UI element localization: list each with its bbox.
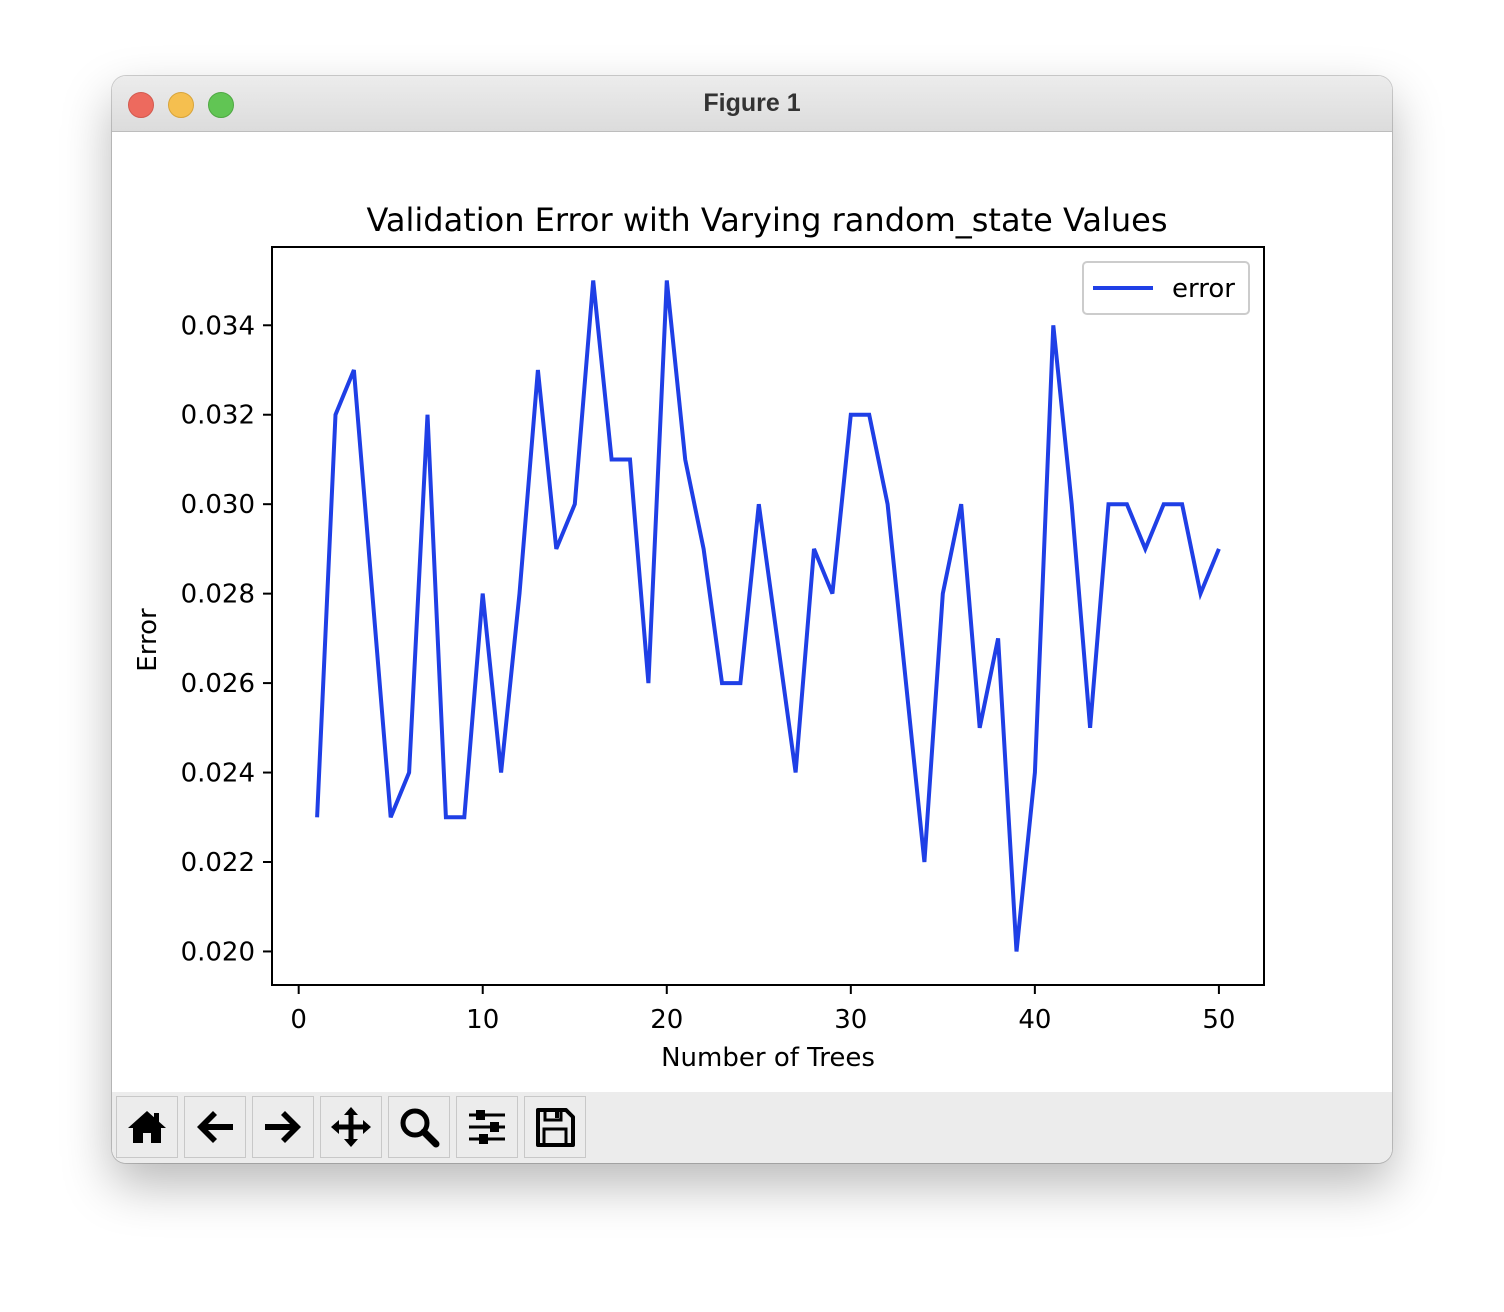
pan-button[interactable] — [320, 1096, 382, 1158]
y-tick-label: 0.024 — [181, 759, 255, 789]
x-tick-label: 30 — [834, 1005, 867, 1035]
back-button[interactable] — [184, 1096, 246, 1158]
maximize-window-button[interactable] — [208, 92, 234, 118]
arrow-right-icon — [265, 1111, 301, 1143]
legend: error — [1082, 261, 1250, 315]
home-button[interactable] — [116, 1096, 178, 1158]
window-title: Figure 1 — [703, 89, 801, 117]
save-icon — [536, 1108, 575, 1147]
x-tick-label: 10 — [466, 1005, 499, 1035]
x-tick-label: 0 — [290, 1005, 307, 1035]
y-tick-label: 0.026 — [181, 669, 255, 699]
legend-label: error — [1172, 274, 1235, 304]
y-tick-label: 0.028 — [181, 580, 255, 610]
x-tick-label: 50 — [1202, 1005, 1235, 1035]
toolbar — [112, 1092, 1392, 1163]
x-tick-label: 40 — [1018, 1005, 1051, 1035]
error-series-line — [315, 280, 1221, 952]
y-tick-label: 0.030 — [181, 490, 255, 520]
move-icon — [331, 1107, 371, 1147]
plot-canvas[interactable]: Validation Error with Varying random_sta… — [112, 132, 1392, 1092]
x-axis-label: Number of Trees — [661, 1043, 875, 1073]
save-button[interactable] — [524, 1096, 586, 1158]
zoom-button[interactable] — [388, 1096, 450, 1158]
close-window-button[interactable] — [128, 92, 154, 118]
x-tick-label: 20 — [650, 1005, 683, 1035]
sliders-icon — [469, 1110, 505, 1144]
y-tick-label: 0.020 — [181, 937, 255, 967]
y-tick-label: 0.022 — [181, 848, 255, 878]
search-icon — [400, 1108, 440, 1148]
figure-window: Figure 1 Validation Error with Varying r… — [112, 76, 1392, 1163]
minimize-window-button[interactable] — [168, 92, 194, 118]
chart-title: Validation Error with Varying random_sta… — [366, 201, 1167, 239]
y-tick-label: 0.032 — [181, 401, 255, 431]
y-axis-label: Error — [133, 608, 163, 672]
forward-button[interactable] — [252, 1096, 314, 1158]
home-icon — [128, 1111, 166, 1143]
line-chart: Validation Error with Varying random_sta… — [133, 201, 1265, 1073]
title-bar[interactable]: Figure 1 — [112, 76, 1392, 132]
legend-box — [1082, 261, 1250, 315]
plot-frame — [271, 246, 1265, 986]
y-tick-label: 0.034 — [181, 311, 255, 341]
arrow-left-icon — [197, 1111, 233, 1143]
configure-subplots-button[interactable] — [456, 1096, 518, 1158]
